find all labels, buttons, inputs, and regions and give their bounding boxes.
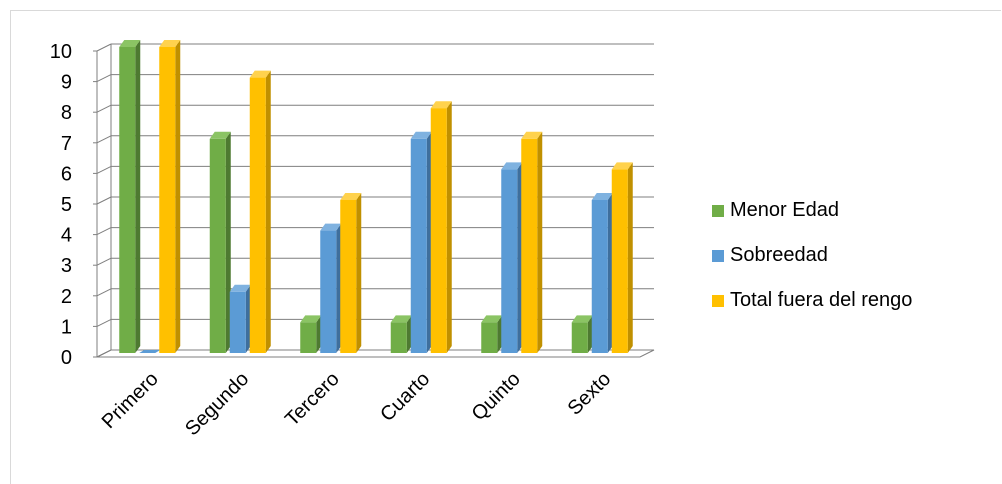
bar-top-menor-edad-primero	[119, 40, 141, 47]
bar-top-total-fuera-del-rengo-tercero	[340, 193, 362, 200]
bar-side-sobreedad-cuarto	[426, 131, 432, 353]
bar-menor-edad-cuarto	[390, 322, 407, 353]
bar-total-fuera-del-rengo-tercero	[340, 200, 357, 353]
bar-side-total-fuera-del-rengo-primero	[175, 40, 181, 353]
bar-top-sobreedad-quinto	[501, 162, 523, 170]
y-tick-label: 6	[61, 163, 72, 185]
legend-swatch-total-fuera-del-rengo	[712, 294, 724, 307]
bar-top-sobreedad-tercero	[320, 223, 342, 231]
bar-total-fuera-del-rengo-segundo	[249, 77, 266, 353]
bar-top-menor-edad-cuarto	[390, 315, 412, 323]
bar-sobreedad-tercero	[320, 230, 337, 353]
legend-item-sobreedad: Sobreedad	[712, 233, 912, 278]
bar-side-sobreedad-sexto	[607, 193, 613, 353]
bar-sobreedad-segundo	[229, 291, 246, 353]
bar-menor-edad-sexto	[571, 322, 588, 353]
gridline-side	[96, 257, 112, 266]
bar-top-sobreedad-segundo	[229, 284, 251, 292]
gridline-side	[96, 165, 112, 174]
x-tick-label-sexto: Sexto	[564, 368, 616, 420]
y-tick-label: 9	[61, 72, 72, 94]
gridline-side	[96, 43, 112, 52]
bar-menor-edad-primero	[119, 47, 136, 353]
bar-side-total-fuera-del-rengo-tercero	[356, 193, 362, 353]
y-tick-label: 5	[61, 194, 72, 216]
bar-top-total-fuera-del-rengo-primero	[159, 40, 181, 47]
bar-top-menor-edad-segundo	[209, 131, 231, 139]
bar-sobreedad-primero	[139, 350, 161, 353]
bar-side-sobreedad-tercero	[336, 223, 342, 353]
bar-side-sobreedad-segundo	[245, 284, 251, 353]
gridline-side	[96, 74, 112, 83]
x-tick-label-tercero: Tercero	[281, 368, 344, 431]
gridline-side	[96, 196, 112, 205]
legend-item-menor-edad: Menor Edad	[712, 188, 912, 233]
bar-top-sobreedad-cuarto	[410, 131, 432, 139]
bar-top-menor-edad-quinto	[481, 315, 503, 323]
y-tick-label: 0	[61, 347, 72, 369]
chart-frame	[10, 10, 1001, 484]
y-tick-label: 3	[61, 255, 72, 277]
bar-side-menor-edad-sexto	[587, 315, 593, 353]
bars	[119, 40, 633, 353]
gridline-side	[96, 135, 112, 144]
bar-top-menor-edad-tercero	[300, 315, 322, 323]
bar-side-menor-edad-primero	[135, 40, 141, 353]
gridlines	[93, 43, 655, 358]
y-tick-label: 10	[50, 41, 72, 63]
bar-top-total-fuera-del-rengo-quinto	[521, 131, 543, 139]
bar-side-total-fuera-del-rengo-sexto	[627, 162, 633, 353]
gridline-side	[96, 318, 112, 327]
bar-total-fuera-del-rengo-sexto	[611, 169, 628, 353]
y-tick-label: 7	[61, 133, 72, 155]
bar-side-menor-edad-tercero	[316, 315, 322, 353]
bar-sobreedad-cuarto	[410, 138, 427, 353]
bar-side-total-fuera-del-rengo-quinto	[537, 131, 543, 353]
gridline-side	[96, 104, 112, 113]
bar-side-sobreedad-quinto	[517, 162, 523, 353]
gridline-side	[96, 227, 112, 236]
legend-item-total-fuera-del-rengo: Total fuera del rengo	[712, 278, 912, 323]
bar-total-fuera-del-rengo-cuarto	[430, 108, 447, 353]
y-tick-label: 8	[61, 102, 72, 124]
bar-side-menor-edad-segundo	[225, 131, 231, 353]
bar-menor-edad-segundo	[209, 138, 226, 353]
legend: Menor Edad Sobreedad Total fuera del ren…	[712, 188, 912, 323]
legend-label-menor-edad: Menor Edad	[730, 199, 839, 221]
x-tick-label-cuarto: Cuarto	[376, 368, 434, 426]
y-tick-label: 2	[61, 286, 72, 308]
gridline-side	[96, 288, 112, 297]
floor	[96, 349, 655, 358]
x-tick-label-segundo: Segundo	[181, 368, 253, 440]
bar-side-total-fuera-del-rengo-cuarto	[446, 101, 452, 353]
bar-side-menor-edad-quinto	[497, 315, 503, 353]
legend-label-sobreedad: Sobreedad	[730, 244, 828, 266]
bar-menor-edad-quinto	[481, 322, 498, 353]
bar-total-fuera-del-rengo-primero	[159, 47, 176, 353]
bar-top-menor-edad-sexto	[571, 315, 593, 323]
x-tick-label-quinto: Quinto	[468, 368, 525, 425]
bar-top-sobreedad-sexto	[591, 193, 613, 200]
y-tick-label: 4	[61, 225, 72, 247]
legend-swatch-menor-edad	[712, 204, 724, 217]
x-axis-labels: Primero Segundo Tercero Cuarto Quinto Sexto	[98, 368, 616, 440]
bar-side-total-fuera-del-rengo-segundo	[265, 70, 271, 353]
bar-side-menor-edad-cuarto	[406, 315, 412, 353]
y-axis-ticks: 0 1 2 3 4 5 6 7 8 9 10	[50, 41, 72, 369]
legend-label-total-fuera-del-rengo: Total fuera del rengo	[730, 289, 913, 311]
legend-swatch-sobreedad	[712, 249, 724, 262]
bar-total-fuera-del-rengo-quinto	[521, 138, 538, 353]
bar-menor-edad-tercero	[300, 322, 317, 353]
bar-sobreedad-sexto	[591, 200, 608, 353]
bar-sobreedad-quinto	[501, 169, 518, 353]
y-tick-label: 1	[61, 316, 72, 338]
bar-top-total-fuera-del-rengo-sexto	[611, 162, 633, 170]
x-tick-label-primero: Primero	[98, 368, 163, 433]
bar-top-total-fuera-del-rengo-segundo	[249, 70, 271, 78]
bar-top-total-fuera-del-rengo-cuarto	[430, 101, 452, 109]
